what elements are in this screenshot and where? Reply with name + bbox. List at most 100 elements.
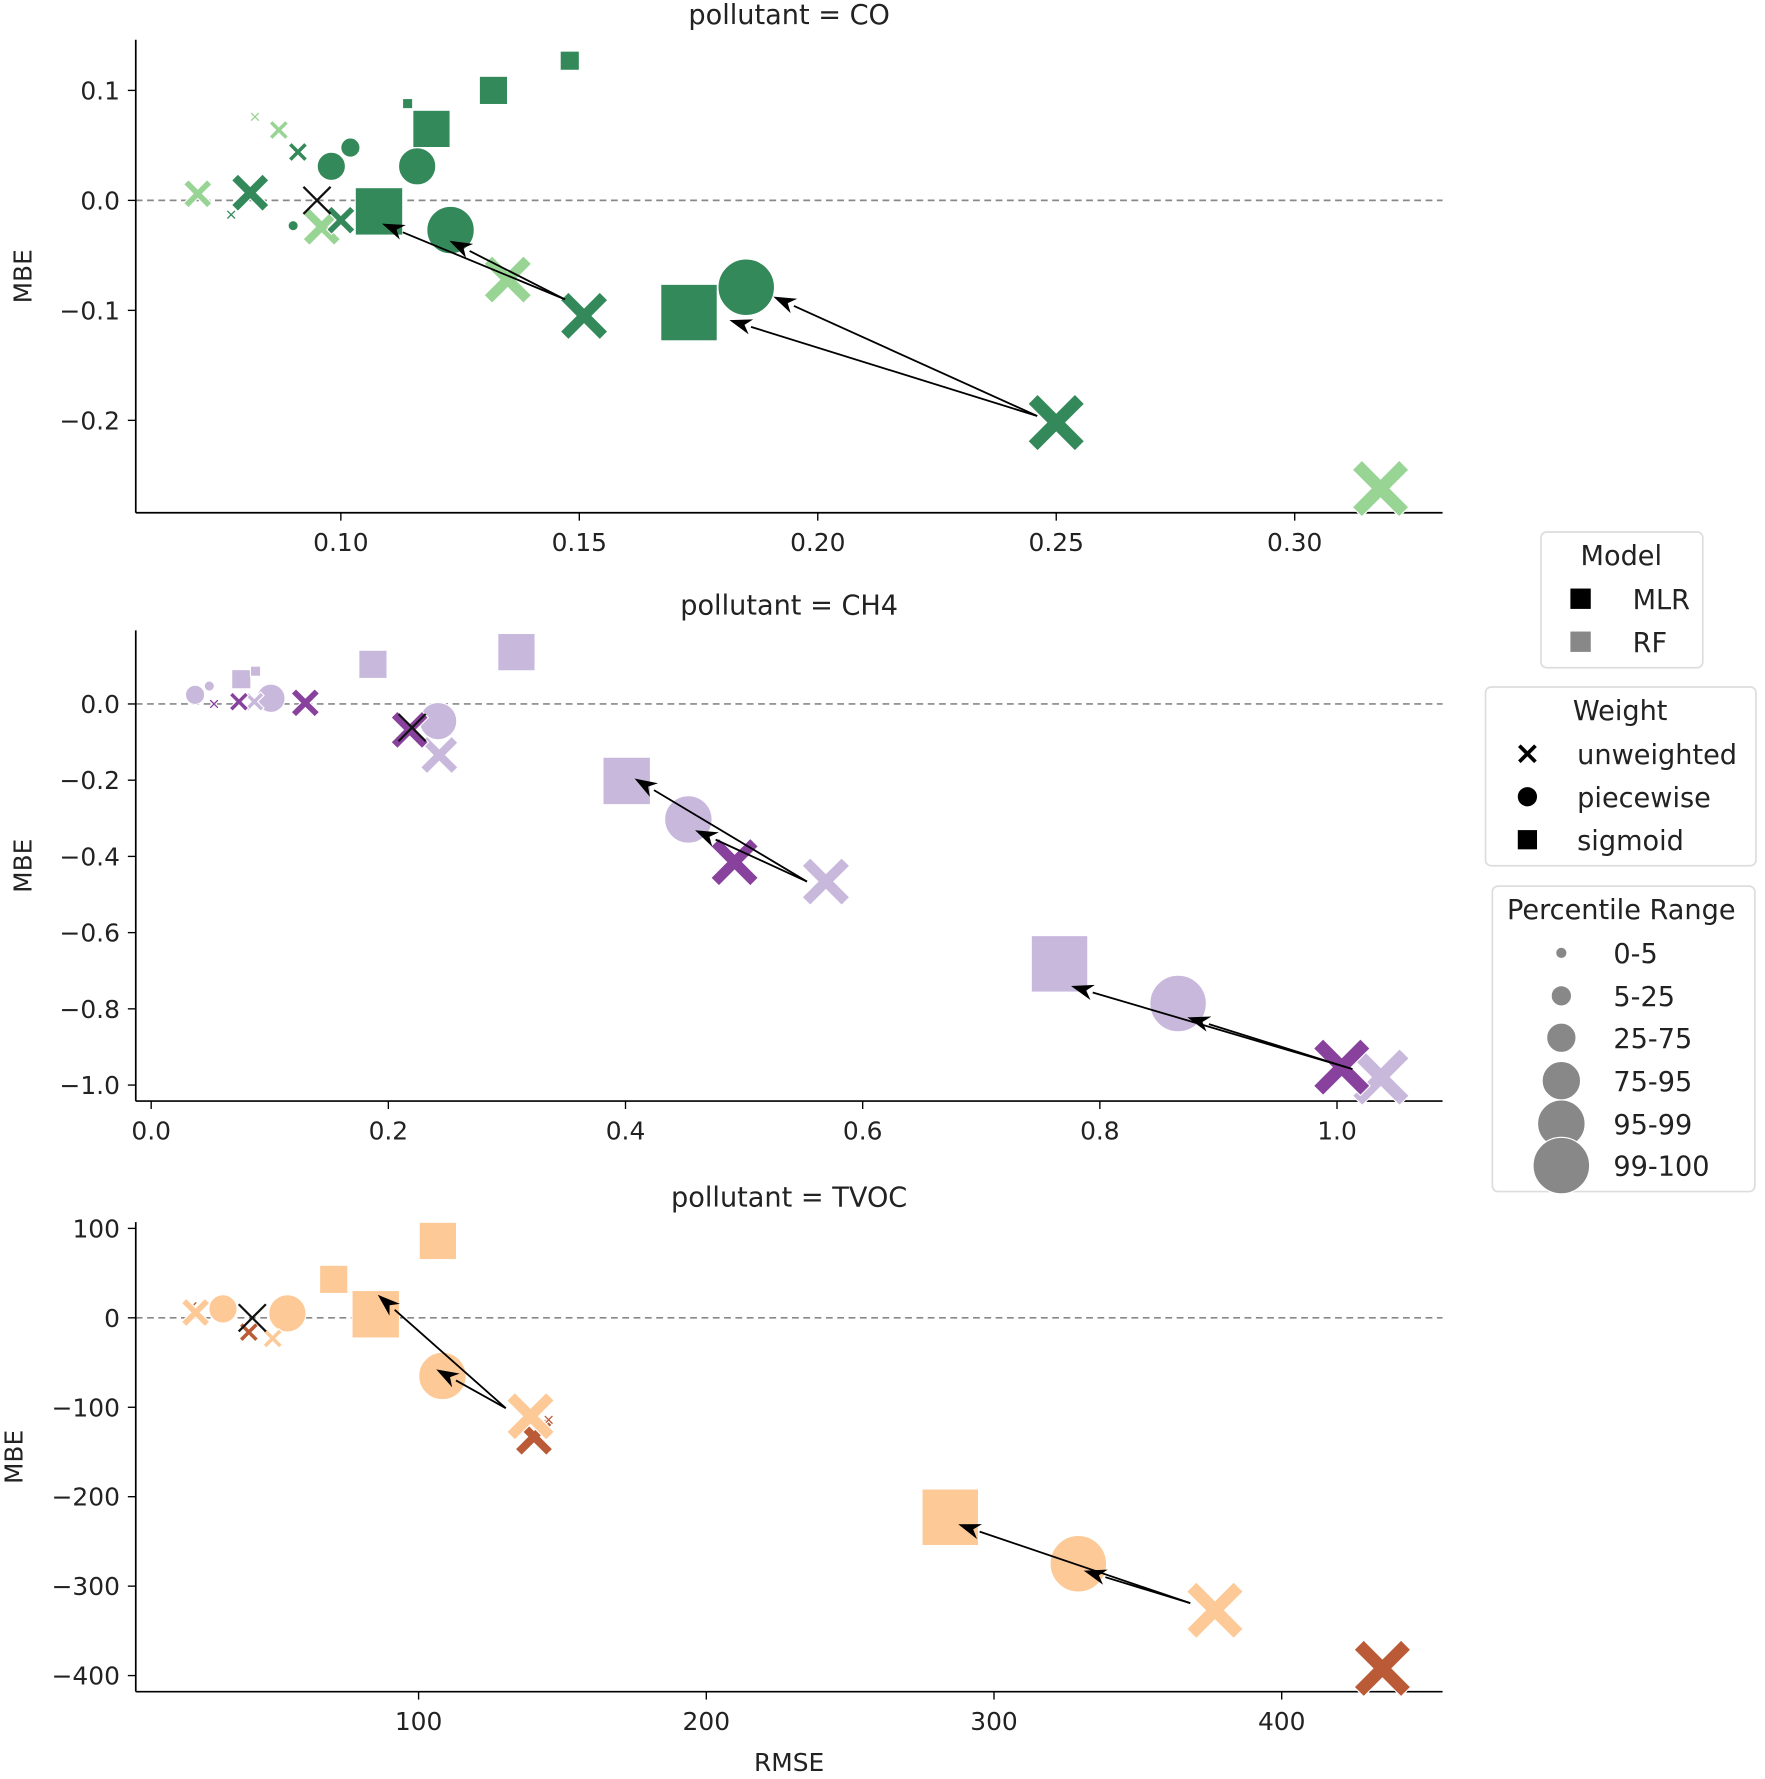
legend-swatch-rf	[1570, 631, 1591, 652]
legend-swatch-mlr	[1570, 588, 1591, 609]
reference-point-marker	[302, 186, 332, 215]
improvement-arrow	[634, 778, 808, 883]
x-tick-label: 0.20	[790, 528, 845, 557]
x-tick-label: 0.10	[313, 528, 368, 557]
point-mlr-unweighted-99-100	[1312, 1038, 1371, 1097]
point-mlr-sigmoid-25-75	[478, 75, 509, 106]
improvement-arrow	[729, 319, 1038, 417]
y-tick-label: 0.0	[80, 186, 120, 215]
legend-size-circle-icon	[1550, 985, 1573, 1007]
point-mlr-sigmoid-95-99	[354, 187, 404, 236]
point-mlr-sigmoid-99-100	[660, 283, 718, 342]
point-mlr-unweighted-5-25	[228, 691, 250, 713]
point-rf-sigmoid-95-99	[351, 1289, 401, 1339]
point-rf-sigmoid-0-5	[249, 665, 262, 677]
legend-size-circle-icon	[1546, 1022, 1577, 1053]
legend-circle-icon	[1516, 785, 1539, 808]
y-tick-label: −1.0	[60, 1071, 120, 1100]
point-mlr-unweighted-95-99	[710, 837, 760, 887]
point-rf-sigmoid-95-99	[602, 756, 652, 806]
point-rf-piecewise-95-99	[664, 795, 713, 844]
y-tick-label: 0.1	[80, 76, 120, 105]
legend-square-icon	[1516, 828, 1539, 851]
y-axis-label: MBE	[9, 839, 38, 893]
point-rf-sigmoid-99-100	[1030, 935, 1089, 993]
improvement-arrow	[449, 240, 566, 301]
legend: Model MLR RF Weight unweighted piecewise sigmo…	[1484, 531, 1757, 1195]
point-rf-sigmoid-75-95	[497, 632, 536, 672]
x-tick-label: 0.8	[1080, 1117, 1120, 1146]
improvement-arrow	[695, 830, 808, 883]
legend-x-icon	[1516, 742, 1539, 765]
x-axis-label: RMSE	[754, 1748, 824, 1777]
reference-point-marker	[237, 1303, 267, 1333]
x-tick-label: 100	[395, 1707, 442, 1736]
point-mlr-piecewise-75-95	[397, 147, 437, 186]
point-rf-sigmoid-75-95	[418, 1221, 458, 1261]
panel-co: pollutant = CO 0.10 0.15 0.20 0.25 0.30 0.1 0.0…	[9, 0, 1443, 557]
y-tick-label: 0	[104, 1304, 120, 1333]
legend-size-circle-icon	[1541, 1060, 1582, 1101]
data-points	[184, 632, 1410, 1107]
point-rf-piecewise-0-5	[203, 680, 215, 692]
point-mlr-unweighted-25-75	[290, 687, 321, 718]
improvement-arrow	[436, 1369, 507, 1409]
legend-weight-title: Weight	[1573, 696, 1668, 727]
legend-size-circle-icon	[1555, 946, 1568, 960]
legend-percentile-label: 0-5	[1613, 939, 1657, 970]
x-tick-label: 400	[1258, 1707, 1305, 1736]
y-tick-label: −0.2	[60, 406, 120, 435]
y-axis-label: MBE	[9, 249, 38, 303]
y-tick-label: −200	[52, 1483, 120, 1512]
reference-x-stroke	[397, 713, 427, 742]
data-points	[182, 50, 1410, 518]
point-mlr-piecewise-5-25	[340, 137, 361, 158]
x-tick-label: 0.2	[369, 1117, 409, 1146]
legend-percentile-label: 75-95	[1613, 1067, 1692, 1098]
point-mlr-piecewise-99-100	[717, 258, 776, 317]
point-mlr-unweighted-5-25	[238, 1321, 260, 1343]
point-rf-piecewise-95-99	[418, 1351, 467, 1401]
legend-model-label: RF	[1633, 628, 1667, 659]
panel-ch4: pollutant = CH4 0.0 0.2 0.4 0.6 0.8 1.0 0.0 −0.2…	[9, 591, 1443, 1146]
point-rf-piecewise-99-100	[1049, 1534, 1108, 1593]
point-rf-unweighted-75-95	[419, 735, 459, 775]
point-rf-unweighted-25-75	[182, 178, 213, 209]
point-mlr-unweighted-99-100	[1027, 393, 1086, 452]
point-rf-piecewise-5-25	[184, 684, 206, 705]
point-mlr-unweighted-25-75	[325, 205, 356, 236]
point-rf-sigmoid-25-75	[319, 1264, 349, 1295]
x-tick-label: 0.30	[1267, 528, 1322, 557]
point-mlr-sigmoid-75-95	[412, 109, 451, 149]
improvement-arrow	[1187, 1016, 1353, 1070]
data-points	[180, 1221, 1412, 1698]
point-mlr-unweighted-95-99	[559, 291, 609, 341]
reference-x-stroke	[302, 186, 332, 215]
point-mlr-unweighted-0-5	[225, 208, 238, 221]
point-rf-unweighted-95-99	[483, 255, 533, 305]
x-tick-label: 0.25	[1029, 528, 1084, 557]
x-tick-label: 0.4	[606, 1117, 646, 1146]
point-rf-sigmoid-5-25	[231, 669, 252, 690]
y-tick-label: −0.1	[60, 296, 120, 325]
point-rf-unweighted-95-99	[801, 856, 851, 907]
legend-model-title: Model	[1581, 541, 1663, 572]
legend-percentile-label: 95-99	[1613, 1110, 1692, 1141]
point-rf-unweighted-99-100	[1351, 1047, 1410, 1107]
x-tick-label: 0.15	[552, 528, 607, 557]
legend-percentile-label: 5-25	[1613, 982, 1675, 1013]
legend-size-circle-icon	[1532, 1136, 1591, 1195]
point-rf-unweighted-99-100	[1351, 459, 1410, 518]
x-tick-label: 300	[970, 1707, 1017, 1736]
reference-x-stroke	[237, 1303, 267, 1333]
point-mlr-piecewise-0-5	[287, 220, 299, 232]
point-mlr-sigmoid-0-5	[401, 97, 414, 110]
improvement-arrow	[773, 296, 1038, 417]
legend-weight	[1484, 686, 1757, 867]
y-tick-label: −0.8	[60, 995, 120, 1024]
point-rf-unweighted-75-95	[302, 207, 342, 247]
legend-model-label: MLR	[1633, 585, 1691, 616]
y-tick-label: −300	[52, 1572, 120, 1601]
improvement-arrow	[958, 1524, 1191, 1604]
panel-title: pollutant = TVOC	[671, 1182, 907, 1213]
